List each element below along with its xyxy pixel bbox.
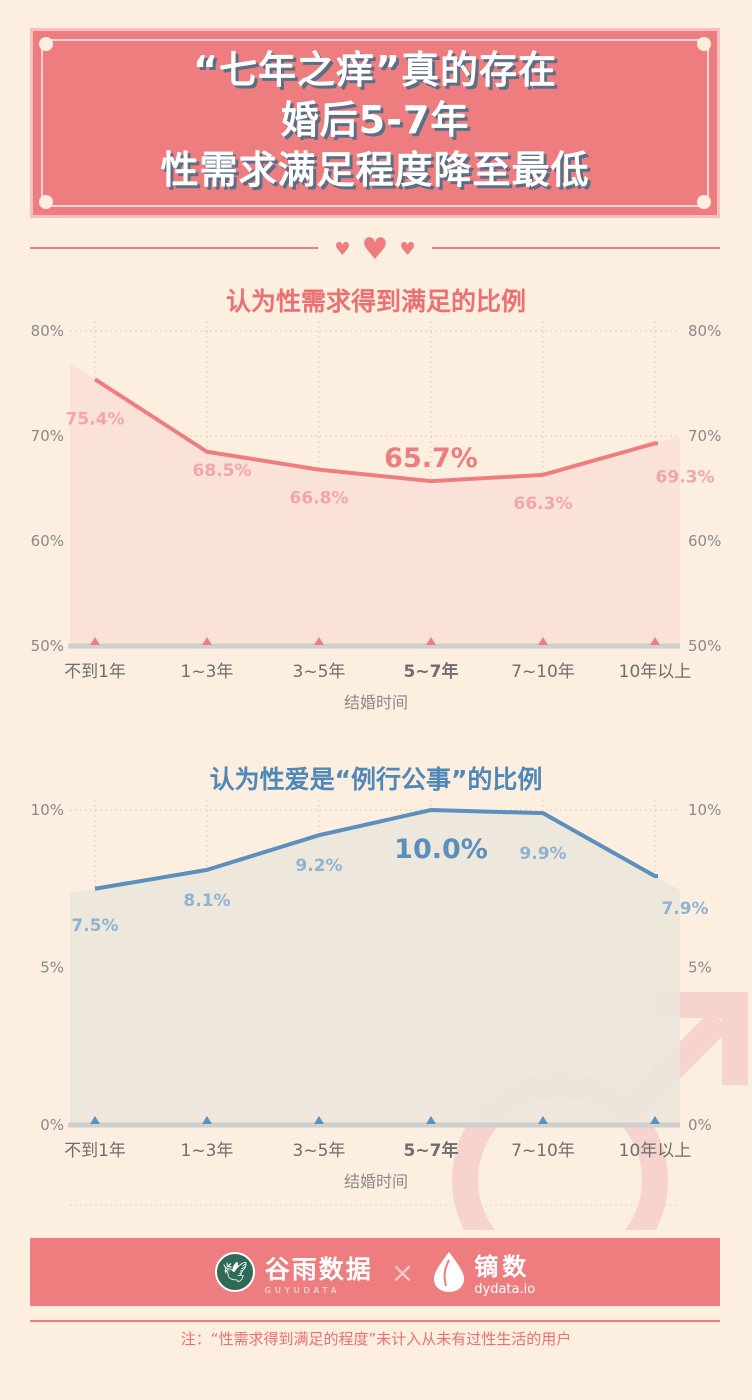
guyu-logo: 🕊 谷雨数据 GUYUDATA <box>214 1250 373 1295</box>
x-tick-label: 3~5年 <box>293 662 346 682</box>
x-tick-label: 10年以上 <box>619 662 692 682</box>
value-label: 66.3% <box>514 494 573 514</box>
title-banner: “七年之痒”真的存在 婚后5-7年 性需求满足程度降至最低 <box>30 28 720 218</box>
value-label: 68.5% <box>193 461 252 481</box>
dydata-logo-name: 镝数 <box>474 1253 531 1281</box>
x-tick-label: 10年以上 <box>619 1141 692 1161</box>
value-label: 8.1% <box>183 891 230 911</box>
heart-icon: ♥ <box>361 232 389 267</box>
hearts-ornament: ♥ ♥ ♥ <box>320 232 430 267</box>
chart1-title: 认为性需求得到满足的比例 <box>225 287 526 316</box>
guyu-logo-name: 谷雨数据 <box>264 1254 373 1284</box>
y-tick-label-left: 10% <box>31 801 64 819</box>
x-tick-label: 1~3年 <box>181 662 234 682</box>
axis-marker <box>538 1116 548 1124</box>
x-tick-label: 7~10年 <box>511 1141 575 1161</box>
x-tick-label: 1~3年 <box>181 1141 234 1161</box>
y-tick-label-right: 50% <box>688 637 721 655</box>
times-icon: × <box>390 1255 415 1289</box>
axis-marker <box>426 637 436 645</box>
x-axis-title: 结婚时间 <box>344 1172 408 1191</box>
banner-corner <box>697 37 711 51</box>
y-tick-label-left: 50% <box>31 637 64 655</box>
dydata-logo-sub: dydata.io <box>474 1282 536 1297</box>
footer-banner: 🕊 谷雨数据 GUYUDATA × 镝数 dydata.io <box>30 1238 720 1306</box>
footer-divider <box>30 1320 720 1322</box>
value-label: 10.0% <box>394 834 488 865</box>
axis-marker <box>314 1116 324 1124</box>
value-label: 66.8% <box>290 489 349 509</box>
series-line <box>93 377 658 484</box>
guyu-logo-sub: GUYUDATA <box>264 1285 341 1295</box>
axis-marker <box>202 1116 212 1124</box>
banner-corner <box>697 195 711 209</box>
y-tick-label-left: 5% <box>40 959 64 977</box>
dydata-logo: 镝数 dydata.io <box>432 1247 535 1297</box>
y-tick-label-left: 60% <box>31 532 64 550</box>
y-tick-label-left: 80% <box>31 322 64 340</box>
footnote: 注：“性需求得到满足的程度”未计入从未有过性生活的用户 <box>180 1330 572 1348</box>
divider-right <box>432 247 720 249</box>
y-tick-label-right: 10% <box>688 801 721 819</box>
axis-marker <box>314 637 324 645</box>
value-label: 9.9% <box>519 844 566 864</box>
value-label: 7.9% <box>661 899 708 919</box>
axis-marker <box>202 637 212 645</box>
axis-marker <box>426 1116 436 1124</box>
area-fill <box>70 363 680 646</box>
x-axis-title: 结婚时间 <box>344 693 408 712</box>
axis-marker <box>538 637 548 645</box>
title-line-2: 婚后5-7年 <box>280 98 470 142</box>
chart2-title: 认为性爱是“例行公事”的比例 <box>209 765 543 794</box>
value-label: 7.5% <box>71 916 118 936</box>
x-tick-label: 5~7年 <box>404 661 459 682</box>
y-tick-label-right: 0% <box>688 1116 712 1134</box>
x-tick-label: 不到1年 <box>64 1141 126 1161</box>
y-tick-label-left: 0% <box>40 1116 64 1134</box>
banner-corner <box>39 195 53 209</box>
x-tick-label: 不到1年 <box>64 662 126 682</box>
bird-icon: 🕊 <box>214 1252 255 1292</box>
title-line-3: 性需求满足程度降至最低 <box>160 148 590 192</box>
value-label: 65.7% <box>384 443 478 474</box>
axis-marker <box>90 1116 100 1124</box>
x-tick-label: 3~5年 <box>293 1141 346 1161</box>
leaf-drop-icon <box>434 1252 465 1292</box>
x-tick-label: 7~10年 <box>511 662 575 682</box>
y-tick-label-left: 70% <box>31 427 64 445</box>
y-tick-label-right: 70% <box>688 427 721 445</box>
heart-icon: ♥ <box>334 239 351 260</box>
series-line <box>94 808 658 891</box>
x-tick-label: 5~7年 <box>404 1140 459 1161</box>
banner-corner <box>39 37 53 51</box>
y-tick-label-right: 80% <box>688 322 721 340</box>
axis-marker <box>650 1116 660 1124</box>
value-label: 75.4% <box>66 409 125 429</box>
area-fill <box>70 810 680 1125</box>
value-label: 69.3% <box>656 467 715 487</box>
axis-marker <box>90 637 100 645</box>
heart-icon: ♥ <box>399 239 416 260</box>
chart-routine: 10% 10% 5% 5% 0% 0% 7.5% 8.1% 9.2% 10.0% 9.9% 7.9% 不… <box>31 800 748 1230</box>
value-label: 9.2% <box>295 856 342 876</box>
axis-marker <box>650 637 660 645</box>
title-line-1: “七年之痒”真的存在 <box>193 48 557 92</box>
chart-satisfaction: 80% 80% 70% 70% 60% 60% 50% 50% 75.4% 68.5% 66.8% 6… <box>31 321 721 712</box>
male-symbol-watermark <box>655 992 748 1085</box>
y-tick-label-right: 5% <box>688 959 712 977</box>
divider-left <box>30 247 318 249</box>
y-tick-label-right: 60% <box>688 532 721 550</box>
